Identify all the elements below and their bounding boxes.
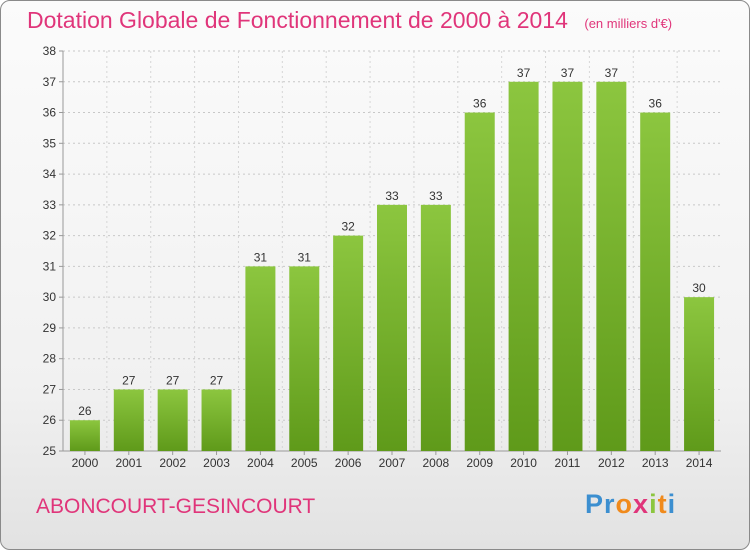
- x-tick-label: 2014: [686, 456, 713, 470]
- x-tick-label: 2007: [379, 456, 406, 470]
- y-tick-label: 32: [43, 229, 57, 243]
- bar-layer: 26 27 27 27 31 31 32 33 33 36 37 37 37 36 30: [69, 66, 715, 452]
- bar-value-label: 31: [298, 250, 312, 264]
- bar: [420, 204, 451, 451]
- x-tick-label: 2005: [291, 456, 318, 470]
- bar-value-label: 36: [649, 97, 663, 111]
- logo-letter: P: [585, 489, 605, 519]
- bar-value-label: 33: [429, 189, 443, 203]
- bar-value-label: 36: [473, 97, 487, 111]
- bar-value-label: 37: [561, 66, 575, 80]
- bar: [377, 204, 407, 451]
- grid-layer: [63, 50, 721, 452]
- logo-letter: i: [667, 489, 677, 519]
- y-tick-label: 29: [43, 321, 57, 335]
- commune-name: ABONCOURT-GESINCOURT: [36, 495, 316, 518]
- x-tick-label: 2003: [203, 456, 230, 470]
- bar-value-label: 37: [605, 66, 619, 80]
- proxiti-logo: Proxiti: [585, 489, 676, 520]
- chart-title: Dotation Globale de Fonctionnement de 20…: [27, 7, 672, 34]
- bar: [684, 297, 715, 451]
- x-tick-label: 2013: [642, 456, 669, 470]
- bar-value-label: 31: [254, 250, 268, 264]
- bar-value-label: 27: [122, 373, 136, 387]
- x-tick-label: 2012: [598, 456, 625, 470]
- bar: [464, 112, 495, 452]
- bar: [289, 266, 320, 451]
- y-tick-label: 30: [43, 290, 57, 304]
- y-tick-label: 38: [43, 44, 57, 58]
- logo-letter: x: [633, 489, 650, 519]
- bar: [201, 389, 232, 451]
- y-tick-label: 31: [43, 259, 57, 273]
- bar-value-label: 30: [692, 281, 706, 295]
- logo-letter: o: [615, 489, 634, 519]
- bar: [157, 389, 188, 451]
- bar-value-label: 33: [385, 189, 399, 203]
- y-tick-label: 27: [43, 382, 57, 396]
- x-tick-label: 2002: [159, 456, 186, 470]
- bar-value-label: 27: [166, 373, 180, 387]
- y-tick-label: 37: [43, 75, 57, 89]
- bar: [508, 81, 539, 452]
- x-tick-label: 2006: [335, 456, 362, 470]
- bar: [596, 81, 627, 452]
- bar: [245, 266, 276, 451]
- bar-value-label: 37: [517, 66, 531, 80]
- x-tick-label: 2010: [510, 456, 537, 470]
- y-tick-label: 35: [43, 136, 57, 150]
- y-tick-label: 33: [43, 198, 57, 212]
- axis-layer: 25 26 27 28 29 30 31 32 33 34 35 36 37 38 2000 2001 2002…: [43, 44, 721, 470]
- chart-unit-label: (en milliers d'€): [584, 16, 673, 31]
- logo-letter: t: [657, 489, 668, 519]
- x-tick-label: 2000: [72, 456, 99, 470]
- y-tick-label: 36: [43, 106, 57, 120]
- x-tick-label: 2011: [555, 456, 581, 470]
- x-tick-label: 2009: [466, 456, 493, 470]
- chart-title-text: Dotation Globale de Fonctionnement de 20…: [27, 7, 568, 33]
- bar: [333, 235, 364, 451]
- y-tick-label: 25: [43, 444, 57, 458]
- x-tick-label: 2001: [115, 456, 142, 470]
- bar-value-label: 26: [78, 404, 92, 418]
- bar: [552, 81, 583, 452]
- x-tick-label: 2004: [247, 456, 274, 470]
- bar: [69, 420, 100, 451]
- bar: [113, 389, 144, 451]
- logo-letter: i: [649, 489, 658, 519]
- bar-value-label: 32: [341, 220, 355, 234]
- y-tick-label: 34: [43, 167, 57, 181]
- y-tick-label: 28: [43, 352, 57, 366]
- bar-value-label: 27: [210, 373, 224, 387]
- y-tick-label: 26: [43, 413, 57, 427]
- bar: [640, 112, 671, 452]
- logo-letter: r: [604, 489, 616, 519]
- x-tick-label: 2008: [423, 456, 450, 470]
